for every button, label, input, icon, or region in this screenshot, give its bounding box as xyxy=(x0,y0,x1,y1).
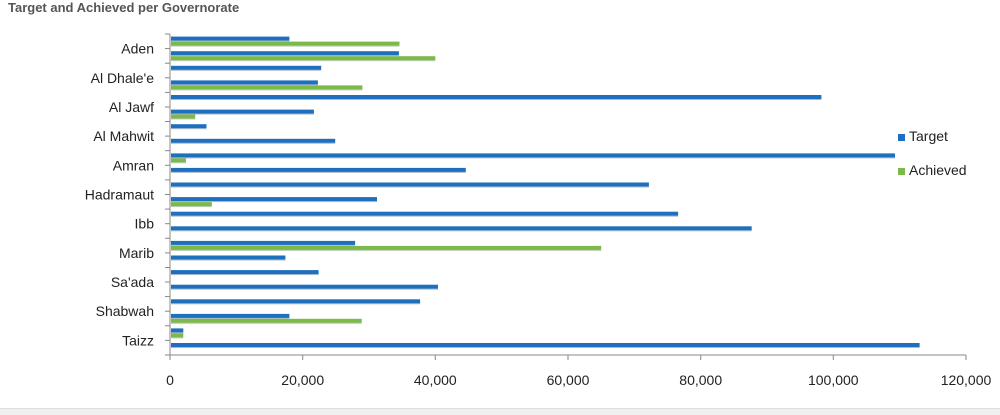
achieved-bar xyxy=(171,202,212,207)
target-bar-shadow xyxy=(171,317,290,319)
achieved-bar xyxy=(171,41,400,46)
target-bar-shadow xyxy=(171,215,679,217)
achieved-bar xyxy=(171,318,362,323)
y-tick-label: Ibb xyxy=(135,216,155,232)
target-bar xyxy=(171,36,290,41)
bottom-strip xyxy=(0,408,1000,415)
target-bar-shadow xyxy=(171,244,356,246)
target-bar xyxy=(171,182,649,187)
legend-swatch-target xyxy=(898,134,905,141)
achieved-bar-shadow xyxy=(171,337,184,339)
target-bar xyxy=(171,226,752,231)
target-bar xyxy=(171,313,290,318)
achieved-bar-shadow xyxy=(171,118,196,120)
target-bar xyxy=(171,167,466,172)
target-bar-shadow xyxy=(171,303,421,305)
achieved-bar-shadow xyxy=(171,322,362,324)
target-bar xyxy=(171,343,920,347)
target-bar xyxy=(171,211,679,216)
target-bar xyxy=(171,95,822,99)
target-bar-shadow xyxy=(171,128,207,130)
x-tick-label: 80,000 xyxy=(679,372,722,388)
y-tick-label: Al Dhale'e xyxy=(91,70,155,86)
target-bar-shadow xyxy=(171,99,822,100)
target-bar-shadow xyxy=(171,157,895,159)
target-bar xyxy=(171,80,318,85)
y-tick-label: Hadramaut xyxy=(85,187,154,203)
achieved-bar-shadow xyxy=(171,45,400,47)
target-bar-shadow xyxy=(171,332,184,334)
x-tick-label: 60,000 xyxy=(547,372,590,388)
target-bar xyxy=(171,65,322,70)
x-tick-label: 100,000 xyxy=(808,372,859,388)
target-bar-shadow xyxy=(171,259,286,261)
target-bar-shadow xyxy=(171,55,399,57)
target-bar-shadow xyxy=(171,113,314,115)
y-tick-label: Al Jawf xyxy=(109,99,154,115)
achieved-bar xyxy=(171,245,602,250)
target-bar-shadow xyxy=(171,171,466,173)
y-tick-label: Al Mahwit xyxy=(93,128,154,144)
target-bar-shadow xyxy=(171,274,319,276)
legend-swatch-achieved xyxy=(898,168,905,175)
target-bar-shadow xyxy=(171,142,336,144)
achieved-bar-shadow xyxy=(171,60,436,62)
legend-label-target: Target xyxy=(909,128,948,144)
target-bar xyxy=(171,284,438,289)
achieved-bar xyxy=(171,85,363,90)
target-bar-shadow xyxy=(171,230,752,232)
y-tick-label: Sa'ada xyxy=(111,274,154,290)
chart-title: Target and Achieved per Governorate xyxy=(8,0,240,15)
y-tick-label: Shabwah xyxy=(96,303,154,319)
achieved-bar-shadow xyxy=(171,206,212,208)
target-bar xyxy=(171,109,314,114)
x-tick-label: 40,000 xyxy=(414,372,457,388)
target-bar-shadow xyxy=(171,288,438,290)
target-bar-shadow xyxy=(171,84,318,86)
target-bar xyxy=(171,153,895,158)
target-bar-shadow xyxy=(171,201,377,203)
x-tick-label: 0 xyxy=(166,372,174,388)
target-bar xyxy=(171,270,319,275)
achieved-bar xyxy=(171,333,184,338)
target-bar xyxy=(171,51,399,56)
achieved-bar xyxy=(171,56,436,61)
target-bar xyxy=(171,197,377,202)
target-bar-shadow xyxy=(171,40,290,42)
achieved-bar-shadow xyxy=(171,89,363,91)
y-tick-label: Amran xyxy=(113,157,154,173)
y-tick-label: Marib xyxy=(119,245,154,261)
target-bar-shadow xyxy=(171,347,920,348)
x-tick-label: 120,000 xyxy=(941,372,992,388)
achieved-bar-shadow xyxy=(171,249,602,251)
y-tick-label: Taizz xyxy=(122,332,154,348)
target-bar xyxy=(171,240,356,245)
target-bar xyxy=(171,328,184,333)
achieved-bar xyxy=(171,158,186,163)
target-bar-shadow xyxy=(171,186,649,188)
target-bar-shadow xyxy=(171,69,322,71)
y-tick-label: Aden xyxy=(121,41,154,57)
x-tick-label: 20,000 xyxy=(281,372,324,388)
achieved-bar xyxy=(171,114,196,119)
target-bar xyxy=(171,138,336,143)
achieved-bar-shadow xyxy=(171,162,186,164)
target-bar xyxy=(171,299,421,304)
target-bar xyxy=(171,124,207,129)
target-bar xyxy=(171,255,286,260)
legend-label-achieved: Achieved xyxy=(909,162,967,178)
